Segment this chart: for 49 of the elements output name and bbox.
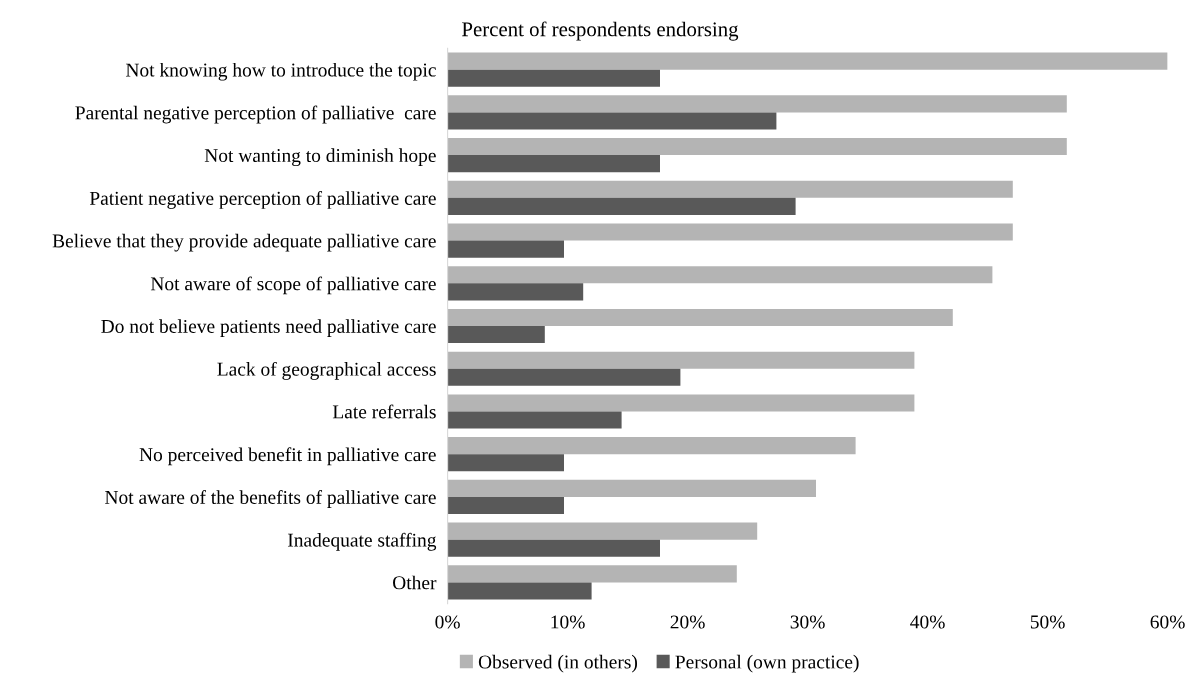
y-tick-label: Believe that they provide adequate palliative care bbox=[52, 233, 436, 252]
bar bbox=[447, 180, 1013, 198]
y-tick-label: No perceived benefit in palliative care bbox=[139, 447, 436, 466]
x-tick-label: 40% bbox=[910, 615, 945, 629]
legend-label: Personal (own practice) bbox=[675, 654, 859, 673]
bar bbox=[447, 155, 660, 173]
bar bbox=[447, 454, 564, 472]
x-tick-label: 20% bbox=[670, 615, 705, 629]
y-tick-label: Not aware of the benefits of palliative care bbox=[105, 490, 436, 508]
bar bbox=[447, 368, 681, 386]
x-tick-label: 50% bbox=[1030, 615, 1065, 629]
bar bbox=[447, 52, 1168, 70]
bar bbox=[447, 95, 1067, 113]
y-tick-label: Other bbox=[393, 575, 437, 590]
bar bbox=[447, 326, 545, 344]
x-tick-label: 30% bbox=[790, 615, 825, 629]
x-tick-label: 0% bbox=[435, 615, 460, 629]
bar bbox=[447, 522, 758, 540]
bar bbox=[447, 351, 915, 369]
bar bbox=[447, 240, 564, 258]
chart-title: Percent of respondents endorsing bbox=[462, 21, 739, 41]
bar bbox=[447, 479, 816, 497]
y-tick-label: Do not believe patients need palliative care bbox=[101, 319, 436, 337]
y-tick-label: Inadequate staffing bbox=[287, 532, 437, 551]
bar bbox=[447, 437, 856, 455]
y-tick-label: Lack of geographical access bbox=[217, 361, 436, 380]
bar bbox=[447, 496, 564, 515]
bar bbox=[447, 266, 993, 284]
y-tick-label: Parental negative perception of palliative care bbox=[75, 105, 436, 124]
bar bbox=[447, 308, 953, 327]
bar bbox=[447, 112, 777, 130]
y-tick-label: Not aware of scope of palliative care bbox=[150, 276, 436, 295]
y-tick-label: Patient negative perception of palliative care bbox=[89, 191, 436, 209]
y-tick-label: Not knowing how to introduce the topic bbox=[125, 62, 436, 81]
bar bbox=[447, 223, 1013, 241]
bar bbox=[447, 197, 796, 215]
bar bbox=[447, 394, 915, 412]
bar bbox=[447, 283, 584, 301]
y-tick-label: Not wanting to diminish hope bbox=[204, 148, 436, 167]
x-tick-label: 60% bbox=[1150, 615, 1185, 629]
legend-label: Observed (in others) bbox=[478, 654, 638, 673]
bar bbox=[447, 565, 737, 583]
y-tick-label: Late referrals bbox=[332, 404, 436, 419]
bar bbox=[447, 138, 1067, 156]
bar bbox=[447, 411, 622, 429]
bar bbox=[447, 539, 660, 557]
x-tick-label: 10% bbox=[551, 615, 585, 629]
bar bbox=[447, 69, 660, 87]
bar bbox=[447, 582, 592, 600]
